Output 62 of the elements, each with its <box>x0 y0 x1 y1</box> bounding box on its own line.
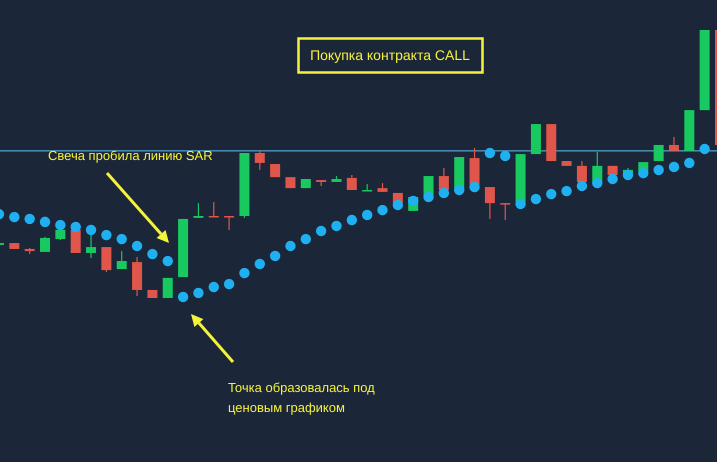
point <box>331 220 342 232</box>
point <box>546 188 556 200</box>
point <box>607 174 618 184</box>
candlestick <box>668 136 679 152</box>
point <box>285 240 296 252</box>
candlestick <box>484 186 495 220</box>
point <box>162 256 173 266</box>
point <box>55 220 66 230</box>
point <box>392 200 404 210</box>
point <box>40 216 50 228</box>
candlestick <box>500 202 510 221</box>
point <box>70 222 81 232</box>
point <box>469 182 480 192</box>
point <box>423 192 434 202</box>
point <box>178 292 188 302</box>
point <box>24 214 35 224</box>
point <box>576 180 588 192</box>
text: Точка образовалась под ценовым графиком <box>228 380 376 415</box>
point <box>9 212 20 222</box>
point <box>270 250 280 262</box>
point <box>638 168 648 178</box>
candlestick <box>40 236 50 253</box>
point <box>500 150 510 162</box>
point <box>316 226 326 236</box>
point <box>346 214 358 226</box>
point <box>147 248 158 260</box>
candlestick <box>116 250 127 270</box>
candlestick <box>193 202 204 218</box>
candlestick <box>362 184 372 192</box>
point <box>668 162 680 172</box>
point <box>193 288 204 298</box>
candlestick <box>346 174 357 191</box>
candlestick <box>270 163 280 178</box>
point <box>699 144 710 154</box>
point <box>484 148 496 158</box>
point <box>208 282 219 292</box>
candlestick <box>208 201 219 218</box>
point <box>684 158 695 168</box>
point <box>592 178 602 188</box>
point <box>132 240 142 252</box>
candlestick <box>101 246 112 273</box>
point <box>438 188 450 198</box>
point <box>408 196 418 206</box>
point <box>101 230 112 240</box>
point <box>300 234 312 244</box>
point <box>515 198 526 210</box>
point <box>86 224 96 236</box>
candlestick <box>224 215 234 231</box>
annotation: Покупка контракта CALL <box>310 47 470 63</box>
candlestick <box>254 149 265 170</box>
point <box>254 258 265 270</box>
point <box>561 186 572 196</box>
point <box>362 210 372 220</box>
point <box>622 170 634 180</box>
point <box>116 234 127 244</box>
annotation: Свеча пробила линию SAR <box>48 148 213 163</box>
point <box>224 278 234 290</box>
point <box>530 194 542 204</box>
point <box>653 164 664 176</box>
point <box>377 204 388 216</box>
point <box>239 268 250 278</box>
point <box>454 184 464 196</box>
